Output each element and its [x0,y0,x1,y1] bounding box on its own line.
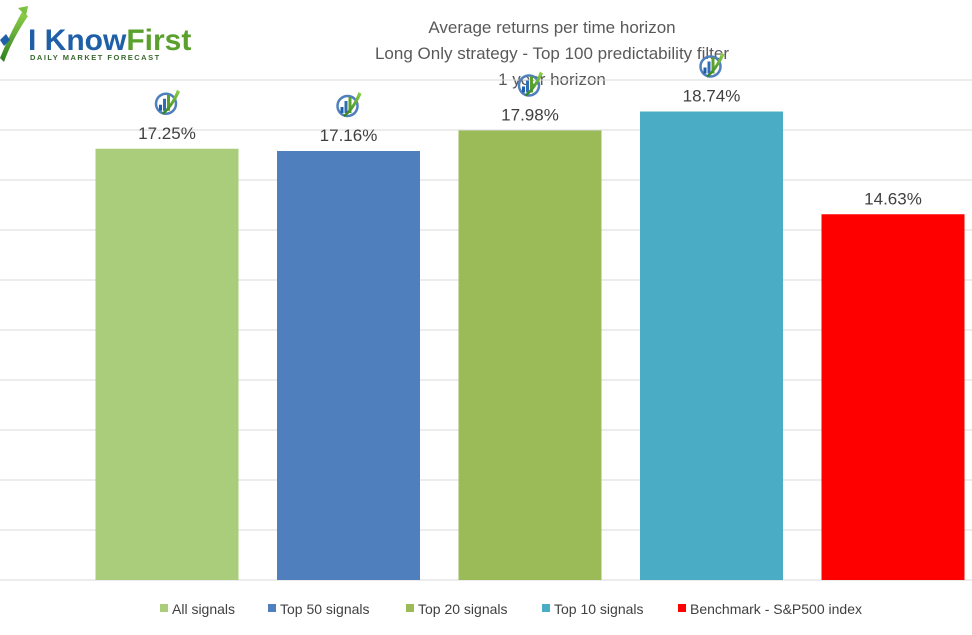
legend-swatch [542,604,550,612]
legend-item: Top 50 signals [268,601,370,617]
legend-swatch [160,604,168,612]
data-labels: 17.25% 17.16% 17.98% 18.74% 14.63% [138,87,922,209]
bar [95,148,239,580]
logo-text: I KnowFirst [28,24,191,57]
iknowfirst-logo-icon [334,90,363,119]
iknowfirst-logo: I KnowFirst DAILY MARKET FORECAST [0,6,191,62]
chart-title-line-2: Long Only strategy - Top 100 predictabil… [375,44,729,63]
legend-item: Top 10 signals [542,601,644,617]
legend-swatch [678,604,686,612]
logo-tagline: DAILY MARKET FORECAST [30,53,161,62]
logo-arrow-icon [0,6,28,62]
legend-swatch [268,604,276,612]
legend-label: Benchmark - S&P500 index [690,601,862,617]
bars [95,111,965,580]
data-label: 17.16% [320,126,378,145]
bar [277,151,420,580]
legend-label: Top 50 signals [280,601,370,617]
legend-item: All signals [160,601,235,617]
iknowfirst-logo-icon [153,88,182,117]
chart-title: Average returns per time horizon Long On… [375,18,729,89]
logo-text-part-1: I Know [28,24,127,57]
data-label: 14.63% [864,189,922,208]
legend-item: Top 20 signals [406,601,508,617]
legend: All signals Top 50 signals Top 20 signals T… [160,601,862,617]
legend-swatch [406,604,414,612]
logo-text-part-2: First [126,24,191,57]
legend-label: All signals [172,601,235,617]
bar [821,214,965,580]
legend-label: Top 20 signals [418,601,508,617]
legend-label: Top 10 signals [554,601,644,617]
bar [640,111,783,580]
chart-title-line-1: Average returns per time horizon [428,18,675,37]
legend-item: Benchmark - S&P500 index [678,601,862,617]
data-label: 17.98% [501,106,559,125]
data-label: 18.74% [683,87,741,106]
data-label: 17.25% [138,124,196,143]
bar [458,130,602,580]
